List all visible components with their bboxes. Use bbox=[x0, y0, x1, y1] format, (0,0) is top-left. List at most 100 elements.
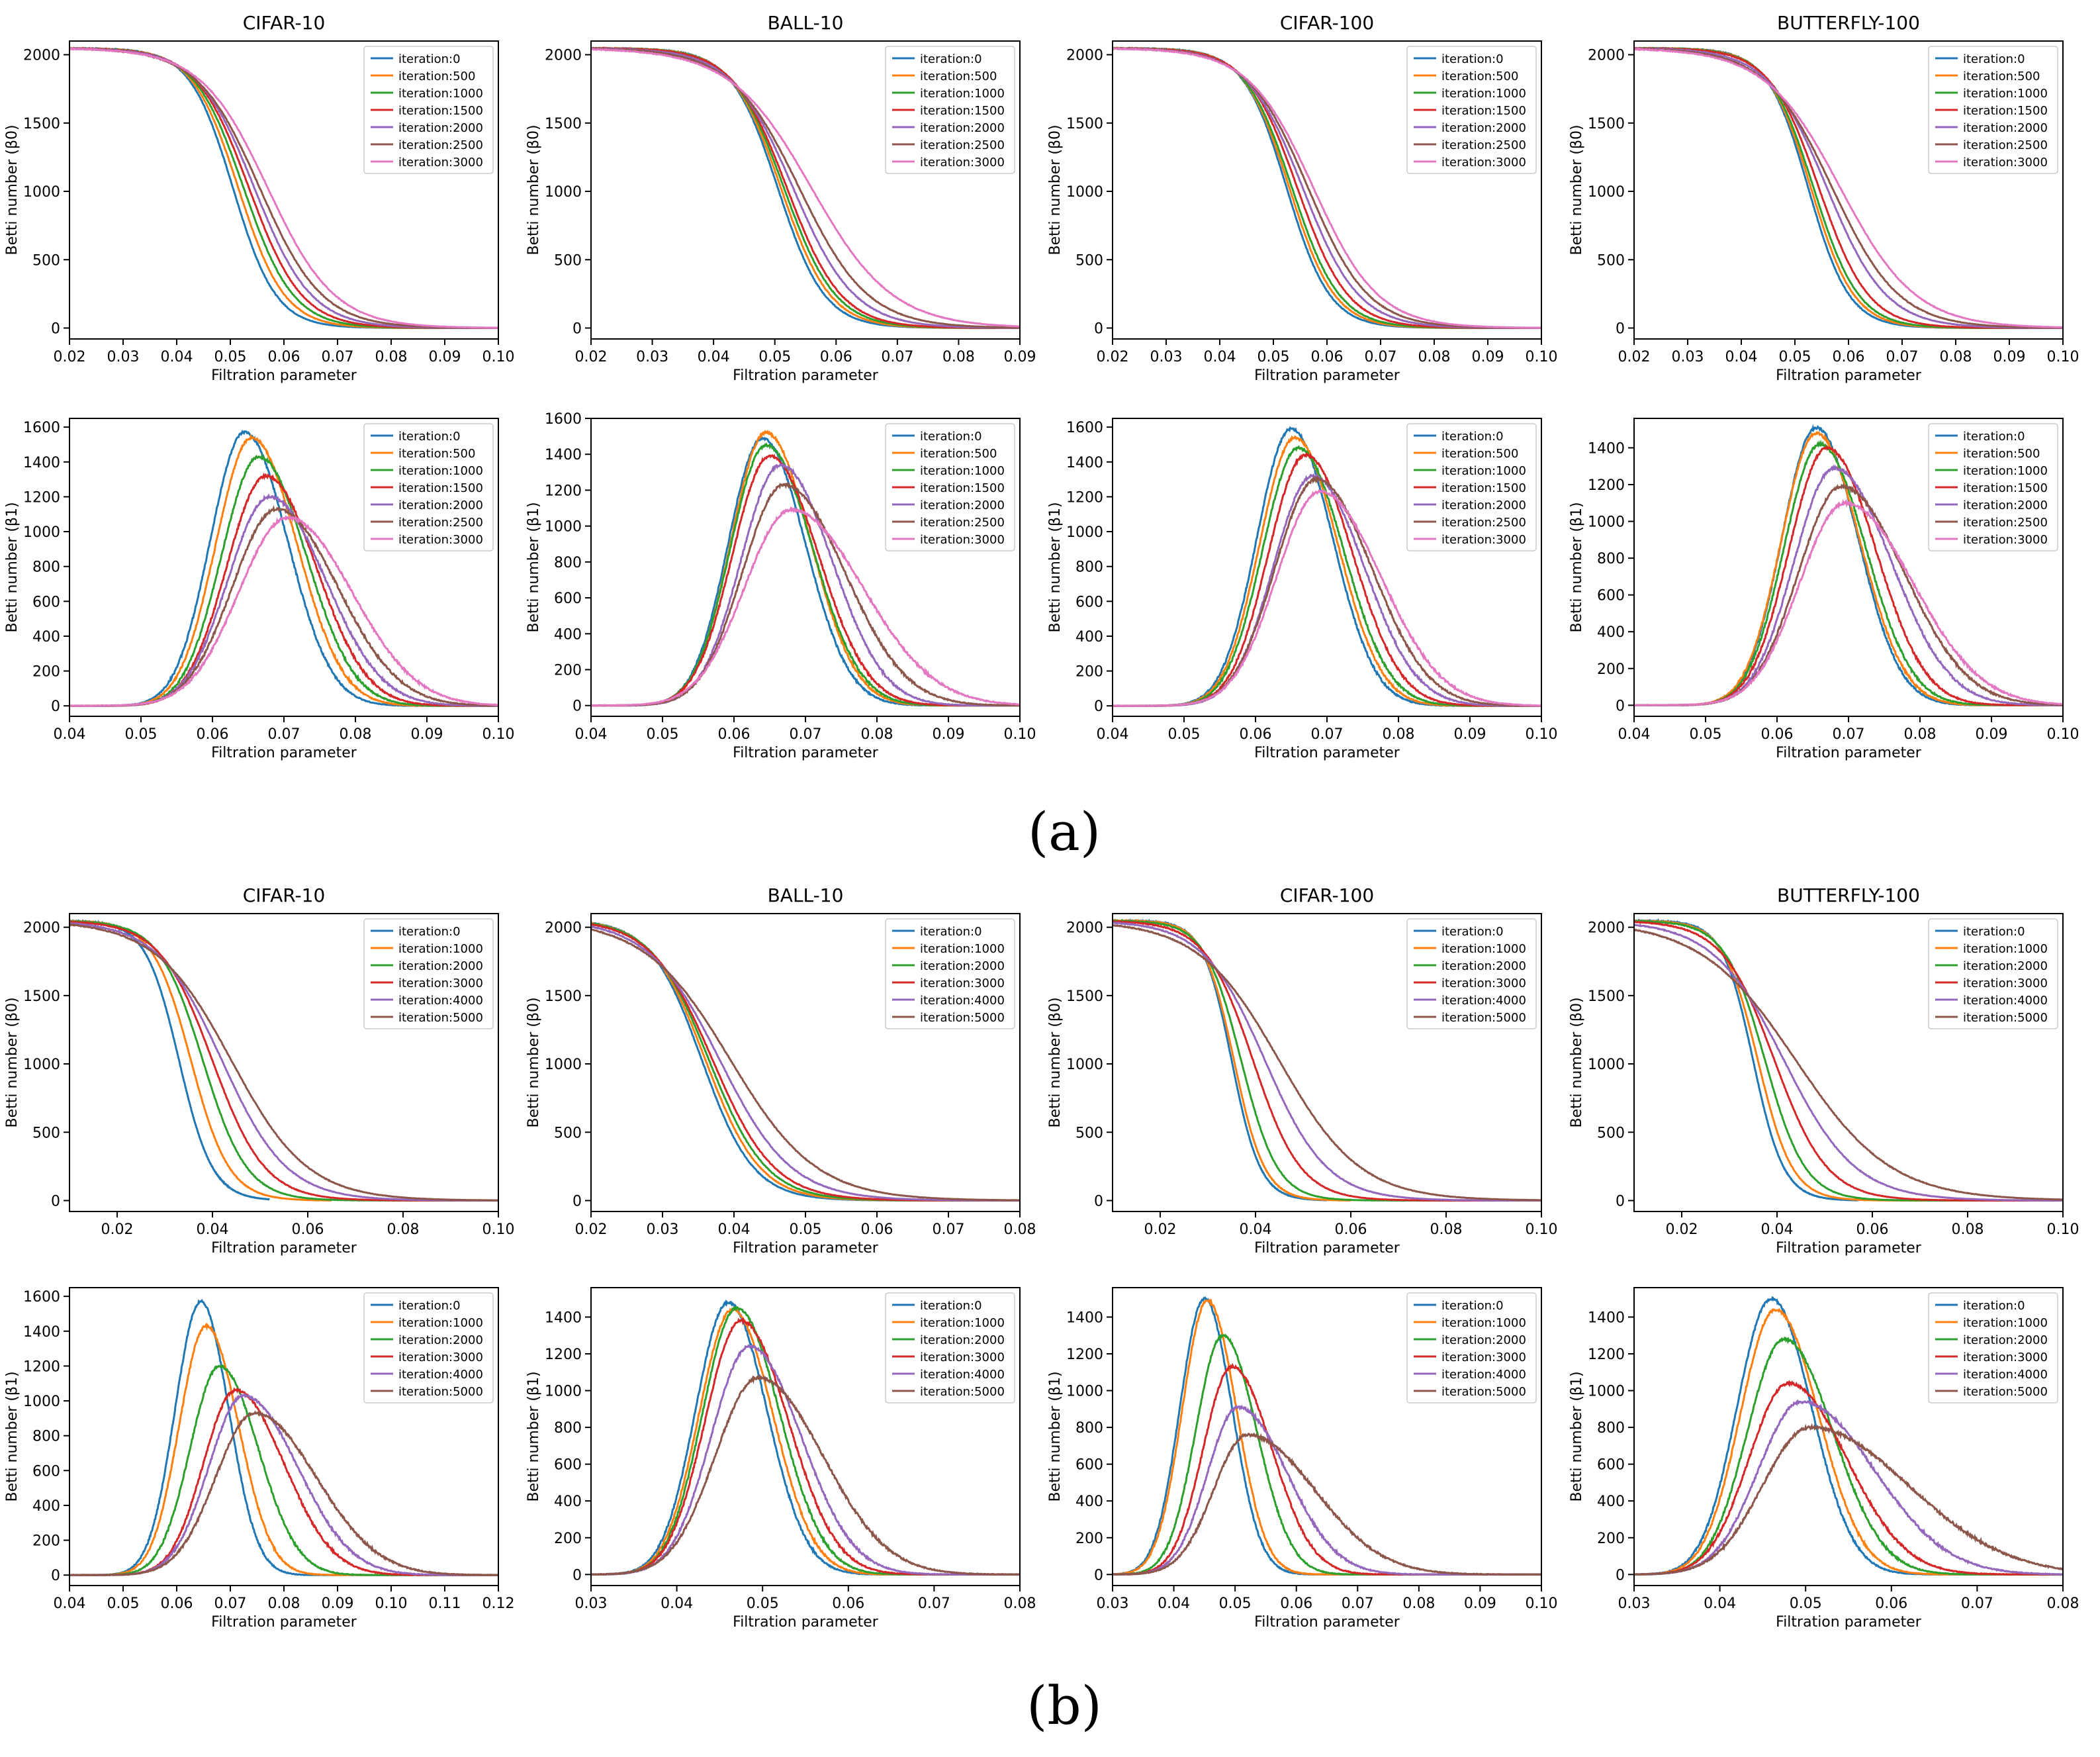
x-tick-label: 0.08 bbox=[340, 726, 372, 743]
legend-entry: iteration:1000 bbox=[920, 464, 1005, 478]
x-axis-label: Filtration parameter bbox=[733, 1614, 879, 1631]
panel-label-b: (b) bbox=[1027, 1675, 1102, 1736]
x-tick-label: 0.09 bbox=[429, 349, 461, 365]
legend-entry: iteration:2000 bbox=[1963, 121, 2048, 135]
y-tick-label: 0 bbox=[51, 1193, 60, 1210]
legend-entry: iteration:1000 bbox=[398, 1316, 483, 1330]
y-tick-label: 200 bbox=[1597, 661, 1625, 678]
x-tick-label: 0.05 bbox=[1790, 1595, 1822, 1612]
x-tick-label: 0.02 bbox=[1666, 1221, 1698, 1238]
y-axis-label: Betti number (β0) bbox=[525, 997, 542, 1127]
x-tick-label: 0.08 bbox=[268, 1595, 300, 1612]
legend-box bbox=[1928, 1292, 2058, 1403]
legend-entry: iteration:4000 bbox=[1441, 994, 1526, 1008]
legend-entry: iteration:1500 bbox=[920, 104, 1005, 118]
legend-entry: iteration:1500 bbox=[1963, 104, 2048, 118]
x-tick-label: 0.06 bbox=[820, 349, 852, 365]
legend: iteration:0 iteration:1000 iteration:2000 i… bbox=[1928, 1292, 2058, 1403]
y-tick-label: 0 bbox=[572, 1567, 582, 1584]
legend-box bbox=[1406, 918, 1537, 1029]
x-tick-label: 0.08 bbox=[1940, 349, 1972, 365]
y-tick-label: 1000 bbox=[545, 1384, 582, 1400]
legend-entry: iteration:1000 bbox=[1441, 942, 1526, 956]
x-tick-label: 0.06 bbox=[718, 726, 751, 743]
chart-title: BUTTERFLY-100 bbox=[1777, 12, 1920, 34]
x-axis-label: Filtration parameter bbox=[1776, 1614, 1922, 1631]
chart-title: BUTTERFLY-100 bbox=[1777, 884, 1920, 906]
y-tick-label: 400 bbox=[32, 629, 60, 645]
x-tick-label: 0.06 bbox=[292, 1221, 324, 1238]
x-tick-label: 0.04 bbox=[718, 1221, 751, 1238]
x-axis-label: Filtration parameter bbox=[1254, 1614, 1400, 1631]
legend-entry: iteration:3000 bbox=[398, 533, 483, 547]
x-tick-label: 0.04 bbox=[1204, 349, 1236, 365]
x-tick-label: 0.06 bbox=[832, 1595, 864, 1612]
legend-entry: iteration:1500 bbox=[1441, 104, 1526, 118]
y-axis-label: Betti number (β0) bbox=[525, 124, 542, 255]
y-tick-label: 800 bbox=[32, 1429, 60, 1445]
legend-entry: iteration:1000 bbox=[1441, 87, 1526, 101]
series-line-1 bbox=[1634, 918, 1858, 1202]
legend-entry: iteration:3000 bbox=[920, 533, 1005, 547]
y-tick-label: 600 bbox=[554, 591, 582, 607]
y-tick-label: 2000 bbox=[1588, 48, 1625, 64]
x-tick-label: 0.04 bbox=[1618, 726, 1651, 743]
x-tick-label: 0.06 bbox=[161, 1595, 193, 1612]
legend-entry: iteration:2000 bbox=[1963, 499, 2048, 512]
chart-16: 0.03 0.04 0.05 0.06 0.07 0.08 0 200 400 600 800 100… bbox=[1569, 1287, 2079, 1631]
x-tick-label: 0.12 bbox=[482, 1595, 515, 1612]
y-tick-label: 400 bbox=[1075, 629, 1103, 645]
x-tick-label: 0.08 bbox=[861, 726, 893, 743]
legend-entry: iteration:3000 bbox=[1441, 533, 1526, 547]
chart-title: CIFAR-10 bbox=[243, 884, 326, 906]
legend: iteration:0 iteration:500 iteration:1000 it… bbox=[363, 46, 494, 174]
legend: iteration:0 iteration:1000 iteration:2000 i… bbox=[885, 918, 1015, 1029]
x-tick-label: 0.09 bbox=[1472, 349, 1504, 365]
legend: iteration:0 iteration:500 iteration:1000 it… bbox=[1928, 46, 2058, 174]
y-tick-label: 1000 bbox=[1066, 1057, 1103, 1073]
x-tick-label: 0.05 bbox=[125, 726, 158, 743]
series-line-7 bbox=[591, 48, 1020, 328]
series-line-6 bbox=[591, 47, 1020, 329]
legend-entry: iteration:1000 bbox=[398, 87, 483, 101]
legend-entry: iteration:2000 bbox=[1441, 1333, 1526, 1347]
legend-entry: iteration:500 bbox=[1963, 447, 2040, 461]
legend-entry: iteration:2500 bbox=[398, 516, 483, 530]
legend-box bbox=[1928, 423, 2058, 551]
legend-entry: iteration:3000 bbox=[1963, 533, 2048, 547]
y-axis-label: Betti number (β1) bbox=[4, 502, 21, 632]
legend-entry: iteration:2500 bbox=[1963, 516, 2048, 530]
x-tick-label: 0.04 bbox=[54, 726, 86, 743]
y-tick-label: 500 bbox=[554, 1125, 582, 1141]
y-axis-label: Betti number (β0) bbox=[1047, 124, 1064, 255]
chart-5: 0.04 0.05 0.06 0.07 0.08 0.09 0.10 0 200 400 600 80… bbox=[4, 418, 514, 761]
y-tick-label: 400 bbox=[1597, 1494, 1625, 1510]
plot-frame bbox=[1633, 1287, 2064, 1586]
x-tick-label: 0.04 bbox=[661, 1595, 693, 1612]
series-line-7 bbox=[1113, 47, 1541, 329]
y-tick-label: 1000 bbox=[23, 1394, 60, 1410]
x-tick-label: 0.10 bbox=[1526, 726, 1558, 743]
legend-box bbox=[363, 46, 494, 174]
legend-entry: iteration:3000 bbox=[920, 156, 1005, 169]
y-tick-label: 500 bbox=[1597, 252, 1625, 269]
y-tick-label: 1000 bbox=[23, 1057, 60, 1073]
x-tick-label: 0.09 bbox=[411, 726, 443, 743]
series-line-6 bbox=[1634, 47, 2063, 329]
y-tick-label: 600 bbox=[32, 594, 60, 610]
y-tick-label: 0 bbox=[572, 1193, 582, 1210]
x-tick-label: 0.06 bbox=[1875, 1595, 1907, 1612]
legend-entry: iteration:5000 bbox=[920, 1385, 1005, 1399]
chart-title: CIFAR-100 bbox=[1280, 884, 1374, 906]
y-tick-label: 800 bbox=[1075, 559, 1103, 576]
legend-entry: iteration:2500 bbox=[1963, 138, 2048, 152]
series-line-5 bbox=[1634, 1399, 2063, 1576]
legend-entry: iteration:1000 bbox=[920, 1316, 1005, 1330]
y-tick-label: 200 bbox=[32, 1533, 60, 1550]
y-tick-label: 1500 bbox=[23, 988, 60, 1005]
x-tick-label: 0.04 bbox=[1761, 1221, 1794, 1238]
x-tick-label: 0.05 bbox=[790, 1221, 822, 1238]
x-tick-label: 0.08 bbox=[2047, 1595, 2079, 1612]
x-tick-label: 0.07 bbox=[1342, 1595, 1374, 1612]
y-tick-label: 1400 bbox=[545, 1309, 582, 1326]
